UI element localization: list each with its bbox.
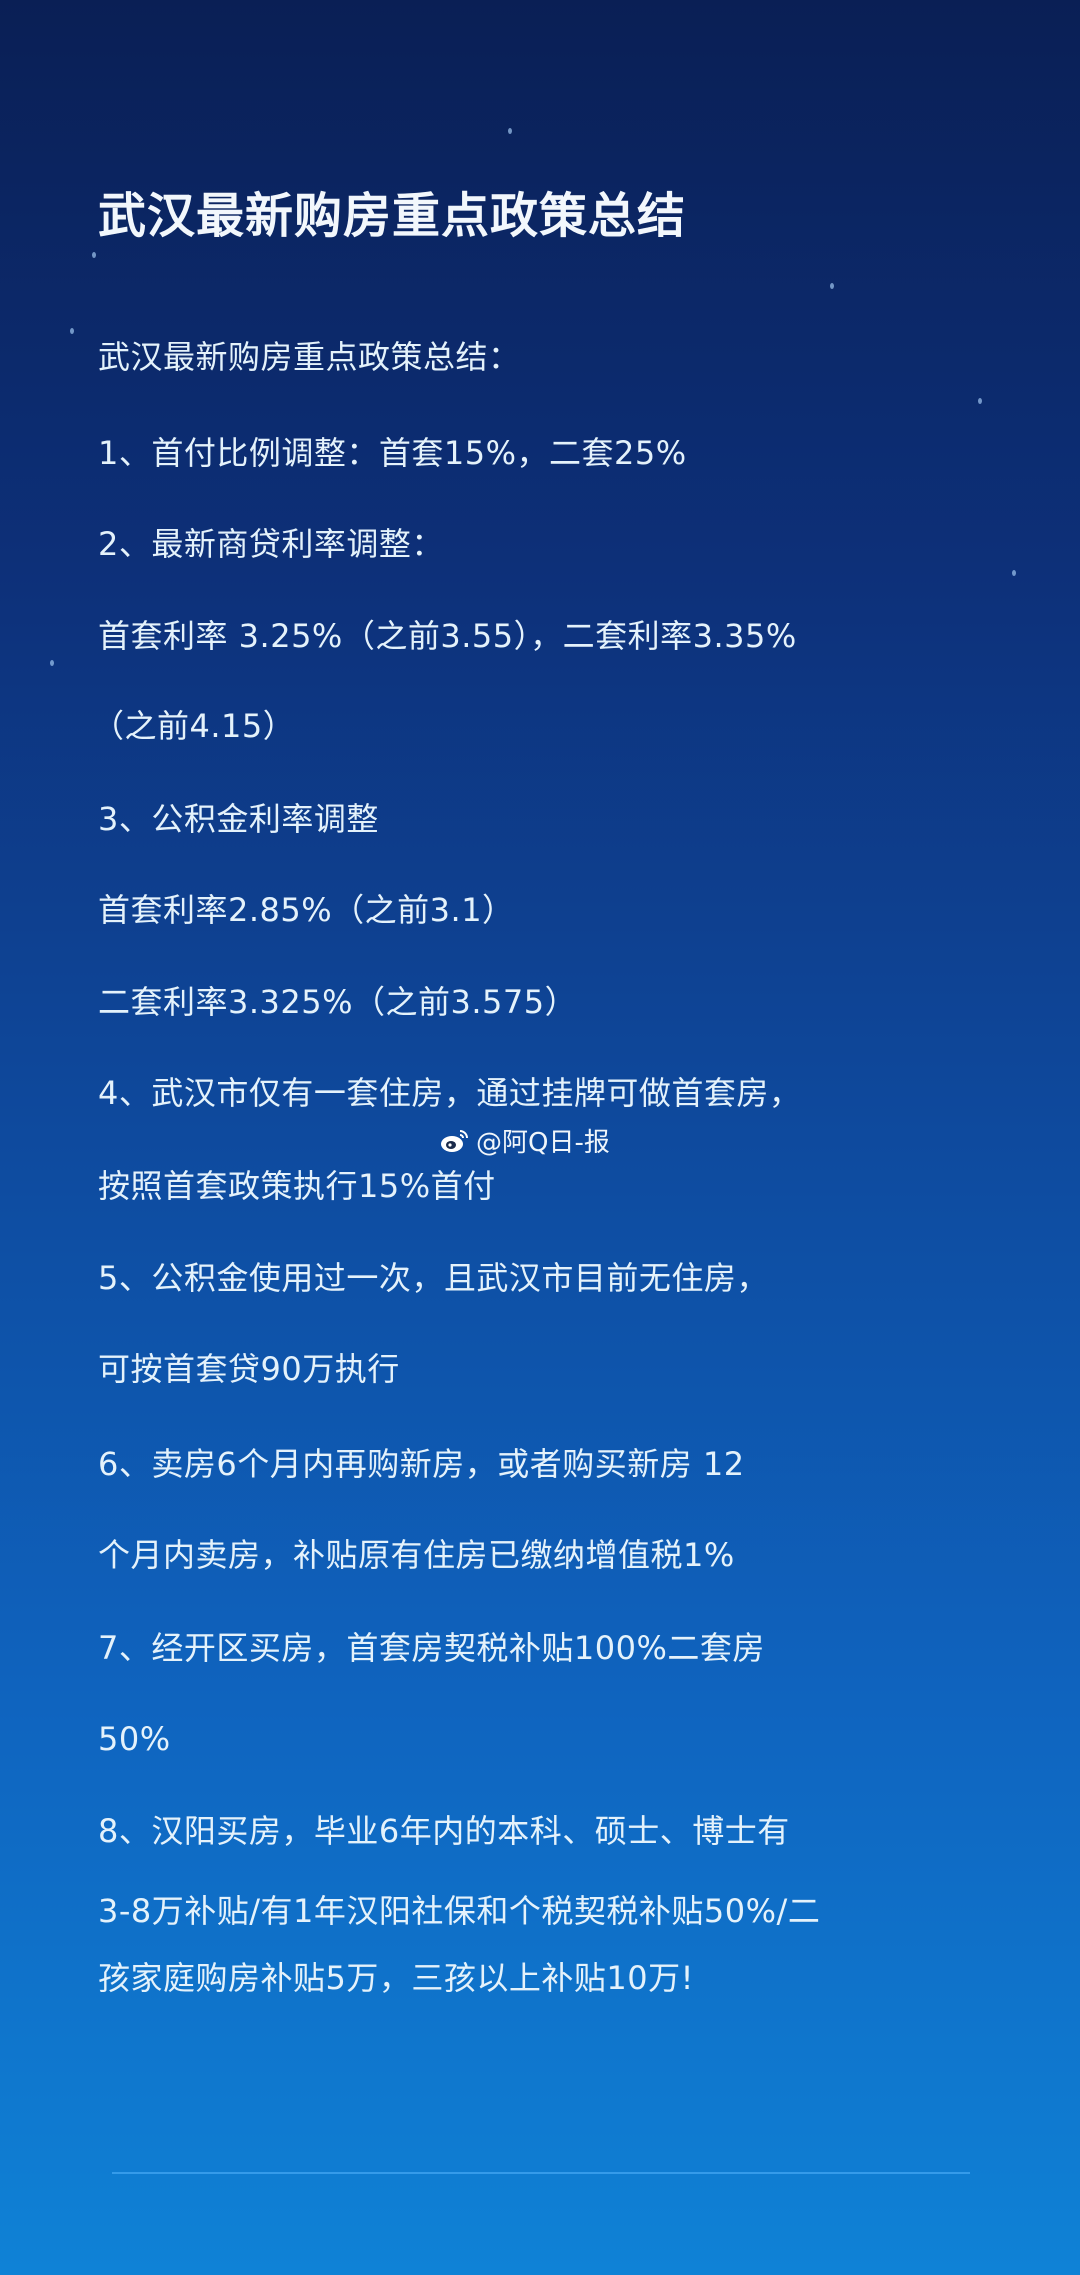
policy-line: （之前4.15） (92, 707, 296, 745)
star (978, 398, 982, 404)
policy-line: 6、卖房6个月内再购新房，或者购买新房 12 (98, 1445, 745, 1483)
policy-line: 二套利率3.325%（之前3.575） (98, 983, 578, 1021)
star (92, 252, 96, 258)
policy-line: 孩家庭购房补贴5万，三孩以上补贴10万! (98, 1959, 694, 1997)
page-title: 武汉最新购房重点政策总结 (98, 188, 687, 244)
watermark: @阿Q日-报 (440, 1122, 610, 1159)
star (50, 660, 54, 666)
policy-line: 个月内卖房，补贴原有住房已缴纳增值税1% (98, 1536, 735, 1574)
divider (112, 2172, 970, 2174)
policy-line: 50% (98, 1720, 171, 1758)
policy-line: 8、汉阳买房，毕业6年内的本科、硕士、博士有 (98, 1812, 790, 1850)
intro-line: 武汉最新购房重点政策总结： (98, 338, 521, 376)
policy-line: 按照首套政策执行15%首付 (98, 1167, 496, 1205)
policy-line: 首套利率2.85%（之前3.1） (98, 891, 515, 929)
policy-line: 7、经开区买房，首套房契税补贴100%二套房 (98, 1629, 765, 1667)
weibo-icon (441, 1129, 468, 1152)
policy-line: 4、武汉市仅有一套住房，通过挂牌可做首套房， (98, 1074, 802, 1112)
star (70, 328, 74, 334)
policy-line: 5、公积金使用过一次，且武汉市目前无住房， (98, 1259, 769, 1297)
star (1012, 570, 1016, 576)
policy-line: 3-8万补贴/有1年汉阳社保和个税契税补贴50%/二 (98, 1892, 821, 1930)
star (830, 283, 834, 289)
star (508, 128, 512, 134)
policy-line: 首套利率 3.25%（之前3.55），二套利率3.35% (98, 617, 797, 655)
policy-line: 3、公积金利率调整 (98, 800, 379, 838)
policy-line: 可按首套贷90万执行 (98, 1350, 400, 1388)
policy-line: 2、最新商贷利率调整： (98, 525, 444, 563)
policy-line: 1、首付比例调整：首套15%，二套25% (98, 434, 687, 472)
watermark-text: @阿Q日-报 (476, 1128, 610, 1158)
